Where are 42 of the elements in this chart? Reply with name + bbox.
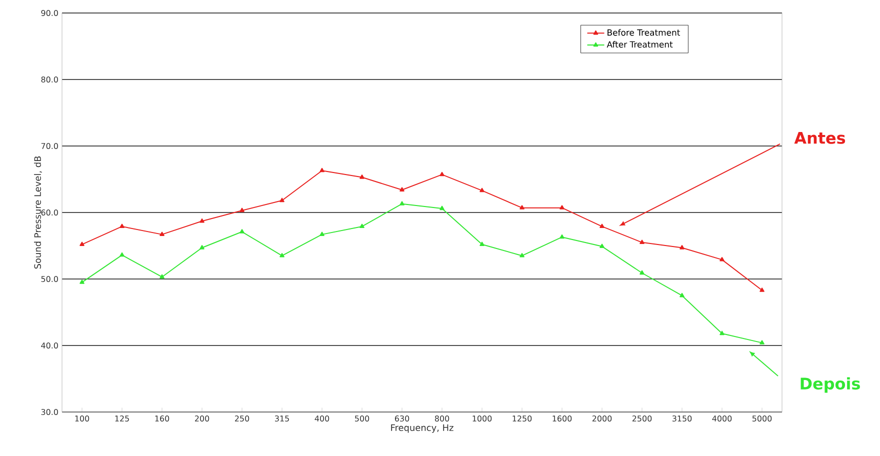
point [640, 240, 644, 244]
point [200, 245, 204, 250]
point [480, 242, 484, 246]
point [320, 232, 324, 236]
point [360, 174, 364, 179]
point [280, 198, 284, 202]
point [160, 232, 164, 236]
legend-label: Before Treatment [608, 29, 680, 36]
point [120, 252, 124, 257]
x-axis-title: Frequency, Hz [391, 424, 454, 433]
point [80, 242, 84, 246]
point [400, 187, 404, 192]
point [760, 288, 764, 292]
point [480, 188, 484, 192]
point [560, 205, 564, 210]
point [440, 206, 444, 210]
point [600, 224, 604, 228]
y-axis-title: Sound Pressure Level, dB [34, 156, 42, 269]
point [600, 244, 604, 248]
point [720, 330, 724, 336]
point [560, 234, 564, 239]
point [120, 224, 124, 228]
point [680, 292, 684, 298]
point [520, 253, 524, 258]
point [680, 245, 684, 250]
text: Depois [800, 377, 860, 393]
point [240, 208, 244, 212]
point [280, 253, 284, 258]
point [200, 218, 204, 223]
point [80, 280, 84, 284]
point [240, 229, 244, 234]
point [160, 274, 164, 279]
point [320, 168, 324, 172]
point [400, 201, 404, 206]
text: Antes [794, 132, 846, 144]
point [720, 257, 724, 262]
point [760, 340, 764, 344]
legend-label: After Treatment [606, 41, 673, 48]
point [640, 270, 644, 275]
point [520, 205, 524, 210]
point [360, 224, 364, 228]
point [440, 172, 444, 176]
